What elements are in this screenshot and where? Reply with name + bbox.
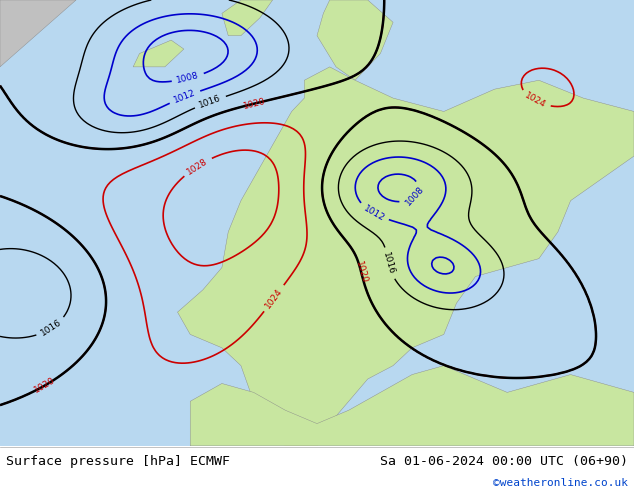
- Polygon shape: [178, 67, 634, 446]
- Text: Surface pressure [hPa] ECMWF: Surface pressure [hPa] ECMWF: [6, 455, 230, 468]
- Text: ©weatheronline.co.uk: ©weatheronline.co.uk: [493, 478, 628, 489]
- Polygon shape: [317, 0, 393, 80]
- Polygon shape: [133, 40, 184, 67]
- Polygon shape: [0, 0, 76, 67]
- Text: 1016: 1016: [39, 318, 63, 338]
- Text: 1020: 1020: [243, 97, 267, 111]
- Text: 1008: 1008: [404, 185, 426, 208]
- Text: 1016: 1016: [198, 94, 223, 110]
- Text: 1020: 1020: [354, 260, 368, 284]
- Text: Sa 01-06-2024 00:00 UTC (06+90): Sa 01-06-2024 00:00 UTC (06+90): [380, 455, 628, 468]
- Text: 1028: 1028: [186, 156, 210, 176]
- Text: 1024: 1024: [264, 287, 285, 310]
- Text: 1016: 1016: [381, 251, 396, 276]
- Text: 1020: 1020: [32, 376, 57, 395]
- Text: 1012: 1012: [361, 203, 386, 223]
- Text: 1012: 1012: [172, 88, 197, 105]
- Polygon shape: [222, 0, 273, 36]
- Text: 1008: 1008: [176, 71, 200, 85]
- Polygon shape: [190, 366, 634, 446]
- Text: 1024: 1024: [523, 91, 547, 110]
